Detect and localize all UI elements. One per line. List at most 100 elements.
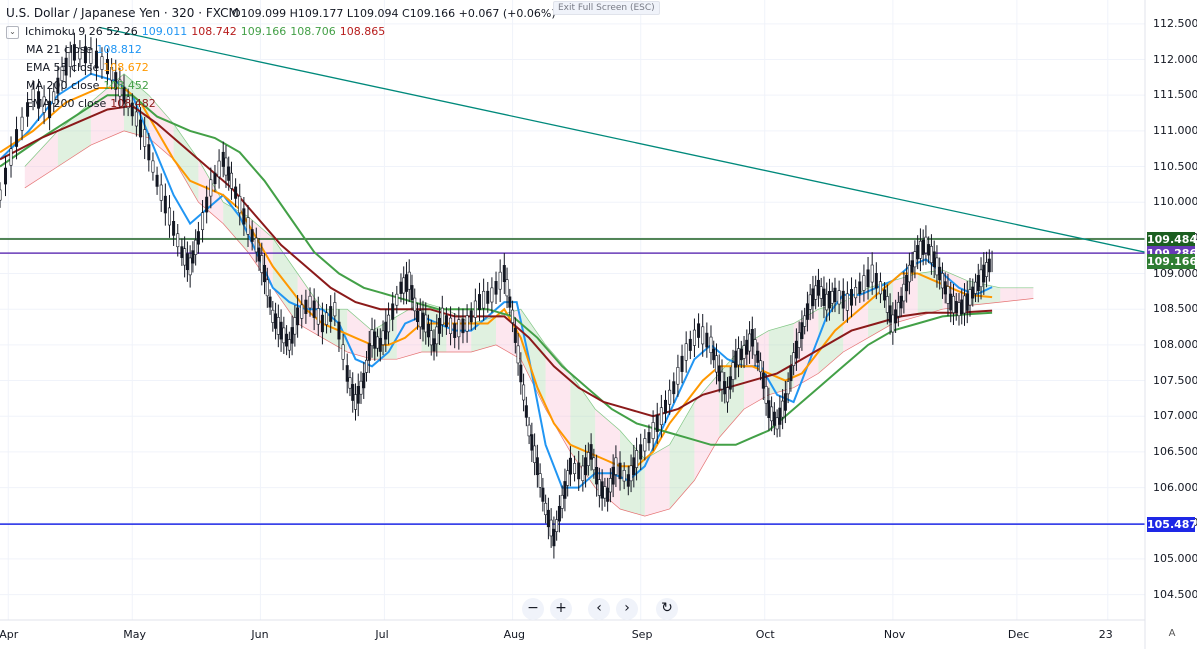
price-candle-body <box>139 119 143 138</box>
price-candle-body <box>89 48 93 64</box>
scroll-left-button[interactable]: ‹ <box>588 598 610 620</box>
cloud-segment <box>545 344 571 452</box>
price-candle-body <box>221 151 225 167</box>
price-candle-body <box>453 323 457 338</box>
price-candle-body <box>775 417 779 430</box>
indicator-row[interactable]: MA 21 close 108.812 <box>26 43 142 56</box>
auto-scale-button[interactable]: A <box>1168 628 1176 639</box>
price-candle-body <box>651 422 655 439</box>
price-candle-body <box>191 250 195 264</box>
indicator-value: 108.706 <box>290 25 336 38</box>
price-candle-body <box>541 487 545 502</box>
price-candle-body <box>147 144 151 161</box>
horizontal-levels[interactable] <box>0 26 1146 525</box>
price-candle-body <box>176 233 180 248</box>
price-candle-body <box>353 394 357 410</box>
price-candle-body <box>954 300 958 313</box>
price-candle-body <box>359 380 363 395</box>
price-candle-body <box>902 283 906 302</box>
price-candle-body <box>676 367 680 385</box>
symbol-title[interactable]: U.S. Dollar / Japanese Yen · 320 · FXCM <box>6 6 239 20</box>
price-candle-body <box>960 299 964 315</box>
series-line-ma-200-close <box>0 94 993 446</box>
price-candle-body <box>293 317 297 335</box>
price-axis-tick: 109.000 <box>1153 266 1197 280</box>
price-axis-tick: 111.000 <box>1153 123 1197 137</box>
price-candle-body <box>56 77 60 94</box>
indicator-value: 108.452 <box>103 79 149 92</box>
price-tag: 105.487 <box>1147 516 1197 532</box>
price-candle-body <box>971 286 975 299</box>
price-candle-body <box>822 288 826 306</box>
price-candle-body <box>592 457 596 471</box>
price-candle-body <box>263 264 267 283</box>
indicator-name: MA 200 close <box>26 79 100 92</box>
indicator-name: EMA 55 close <box>26 61 100 74</box>
price-candle-body <box>407 271 411 290</box>
price-candle-body <box>655 414 659 432</box>
price-candle-body <box>929 246 933 263</box>
price-candle-body <box>811 288 815 307</box>
price-candle-body <box>320 314 324 333</box>
price-candle-body <box>635 450 639 468</box>
price-candle-body <box>739 348 743 361</box>
indicator-row[interactable]: EMA 200 close 108.482 <box>26 97 156 110</box>
price-candle-body <box>20 116 24 131</box>
price-candle-body <box>265 279 269 297</box>
price-candle-body <box>201 212 205 231</box>
price-candle-body <box>885 296 889 313</box>
price-candle-body <box>325 312 329 325</box>
indicator-row[interactable]: ⌄ Ichimoku 9 26 52 26 109.011 108.742 109.16… <box>6 25 385 39</box>
price-candle-body <box>639 444 643 460</box>
indicator-row[interactable]: EMA 55 close 108.672 <box>26 61 149 74</box>
exit-fullscreen-button[interactable]: Exit Full Screen (ESC) <box>553 1 660 15</box>
price-candle-body <box>376 336 380 349</box>
price-candle-body <box>874 273 878 289</box>
price-candle-body <box>552 528 556 547</box>
price-candle-body <box>819 286 823 299</box>
price-candle-body <box>748 333 752 352</box>
time-axis-tick: Aug <box>503 628 526 641</box>
price-candle-body <box>432 338 436 352</box>
price-tag: 109.484 <box>1147 231 1197 247</box>
ohlc-readout: O109.099 H109.177 L109.094 C109.166 +0.0… <box>232 7 556 20</box>
price-candle-body <box>866 269 870 288</box>
price-candle-body <box>918 240 922 259</box>
price-candle-body <box>427 323 431 338</box>
price-candle-body <box>205 196 209 213</box>
collapse-legend-icon[interactable]: ⌄ <box>6 25 19 39</box>
scroll-right-button[interactable]: › <box>616 598 638 620</box>
price-candle-body <box>786 381 790 395</box>
zoom-in-button[interactable]: + <box>550 598 572 620</box>
price-candle-body <box>224 157 228 176</box>
price-candle-body <box>560 494 564 509</box>
price-candle-body <box>530 434 534 451</box>
price-candle-body <box>449 317 453 334</box>
price-candle-body <box>254 237 258 253</box>
price-candle-body <box>629 465 633 482</box>
indicator-row[interactable]: MA 200 close 108.452 <box>26 79 149 92</box>
price-candle-body <box>974 281 978 294</box>
price-candle-body <box>712 348 716 361</box>
price-candle-body <box>185 253 189 271</box>
price-axis-tick: 111.500 <box>1153 88 1197 102</box>
cloud-segment <box>1000 287 1034 303</box>
price-candle-body <box>9 148 13 166</box>
time-axis-tick: Jul <box>375 628 389 641</box>
price-candle-body <box>457 319 461 338</box>
price-candle-body <box>48 100 52 119</box>
price-candle-body <box>477 294 481 311</box>
price-candle-body <box>105 59 109 75</box>
price-candle-body <box>632 457 636 475</box>
price-candle-body <box>833 287 837 303</box>
zoom-out-button[interactable]: − <box>522 598 544 620</box>
price-candle-body <box>731 362 735 380</box>
price-candle-body <box>581 465 585 481</box>
price-axis-tick: 108.500 <box>1153 302 1197 316</box>
price-candle-body <box>684 343 688 361</box>
reset-chart-button[interactable]: ↻ <box>656 598 678 620</box>
price-candle-body <box>600 481 604 499</box>
price-candle-body <box>538 473 542 488</box>
price-candle-body <box>274 313 278 329</box>
